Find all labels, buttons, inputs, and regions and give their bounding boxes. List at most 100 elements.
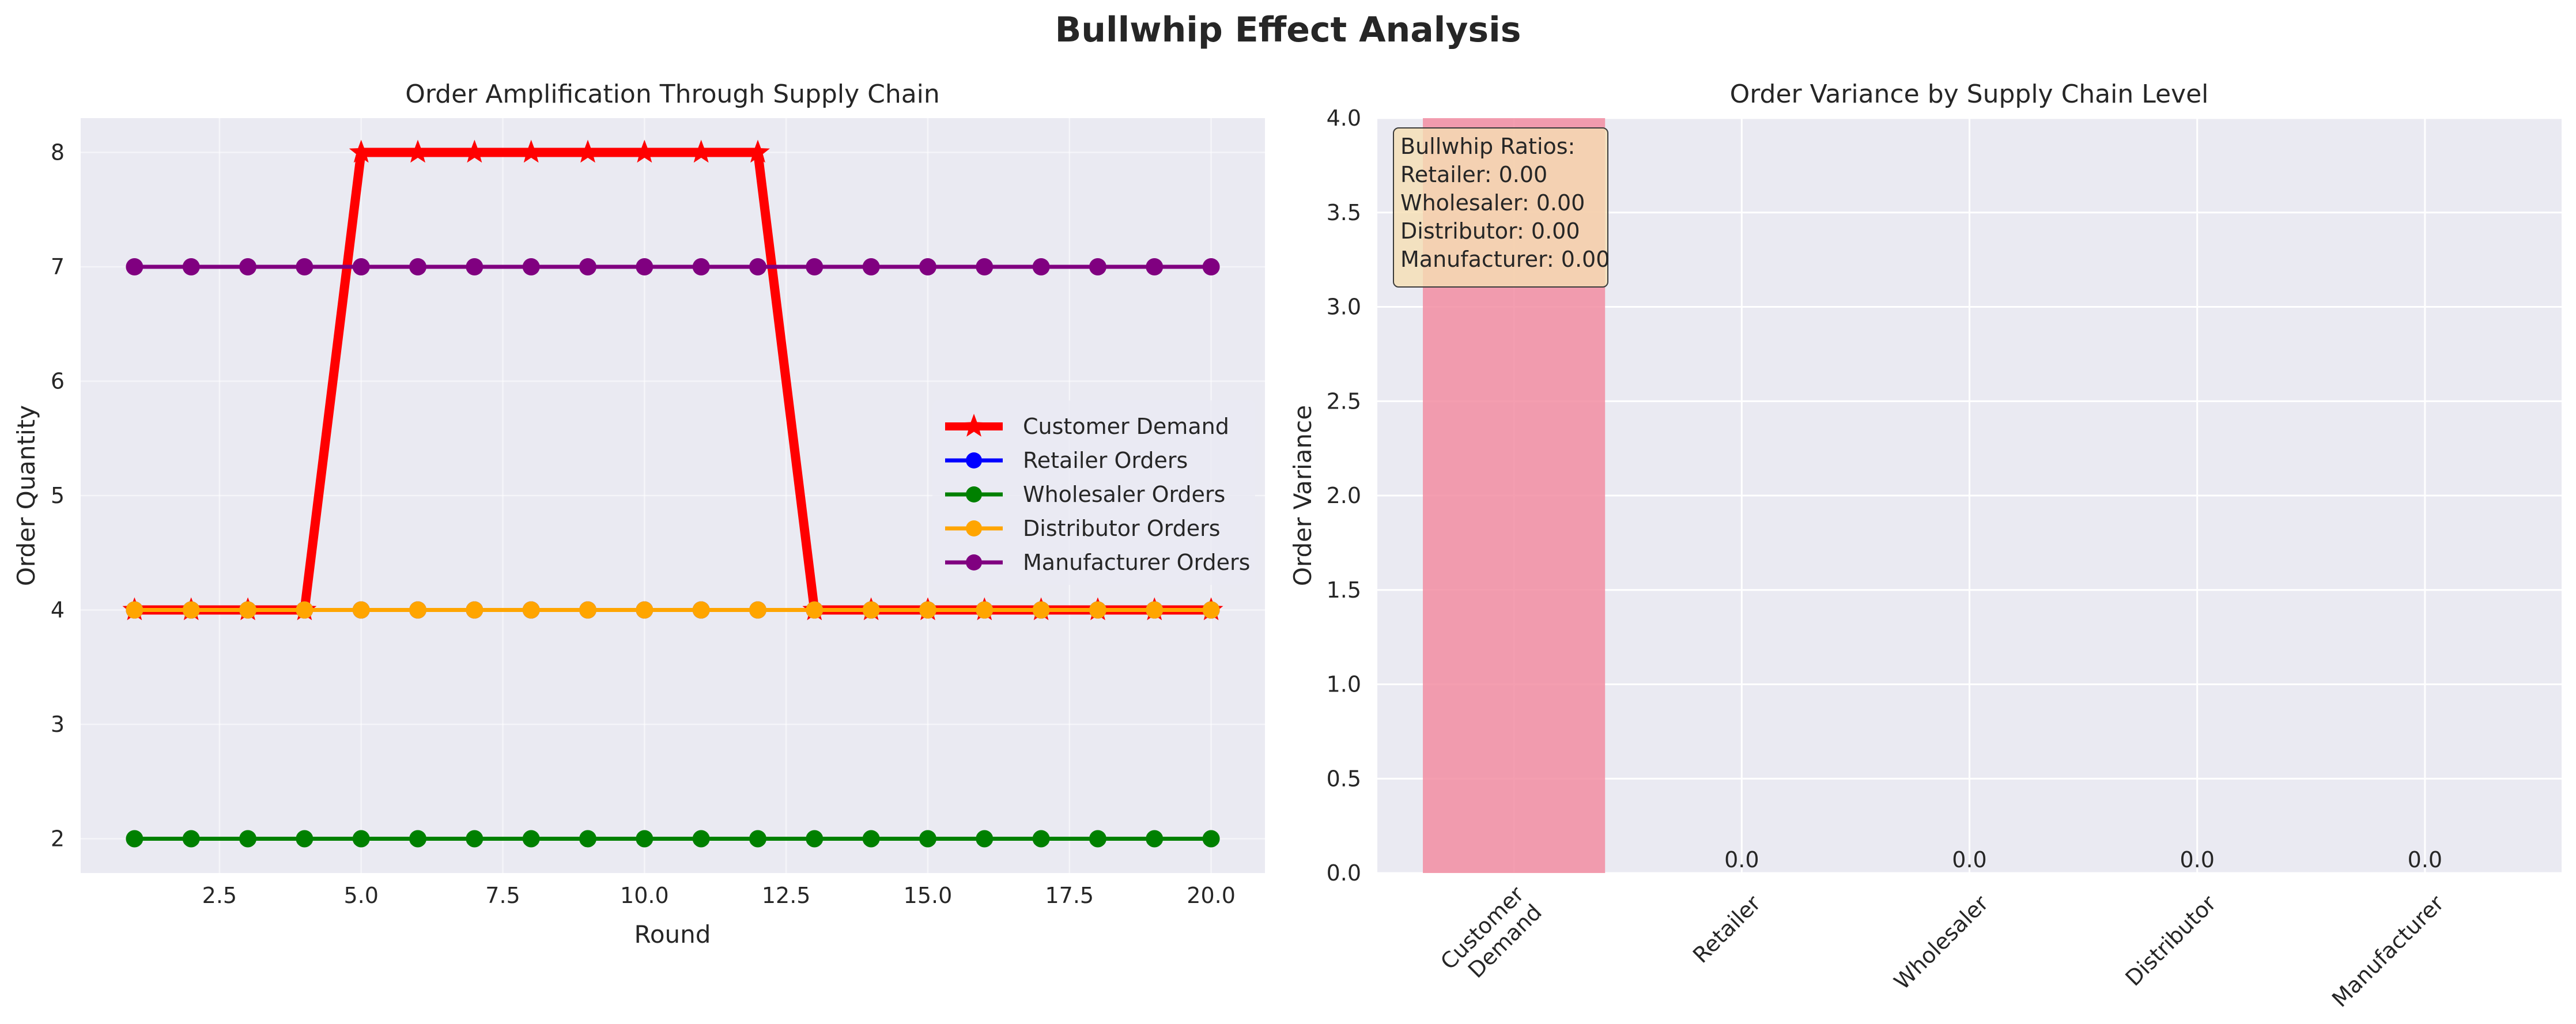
data-point [239, 601, 257, 619]
bar-value-label: 0.0 [2408, 847, 2442, 872]
data-point [409, 258, 427, 276]
right-x-tick-label: Manufacturer [2327, 890, 2449, 1012]
data-point [689, 139, 713, 163]
right-chart: 0.0 0.0 0.0 0.0 CustomerDemand Retailer Whole… [1289, 80, 2562, 1012]
data-point [579, 601, 597, 619]
data-point [919, 830, 936, 848]
right-chart-title: Order Variance by Supply Chain Level [1730, 80, 2209, 109]
left-x-tick-label: 12.5 [762, 883, 811, 908]
right-x-tick-label: CustomerDemand [1436, 881, 1547, 992]
right-y-tick-label: 2.5 [1327, 388, 1361, 414]
legend-label: Distributor Orders [1023, 516, 1221, 541]
annotation-line: Bullwhip Ratios: [1400, 134, 1575, 159]
data-point [182, 258, 200, 276]
data-point [519, 139, 543, 163]
left-y-tick-label: 5 [51, 483, 65, 508]
data-point [352, 601, 370, 619]
left-y-tick-label: 2 [51, 826, 65, 851]
data-point [1202, 258, 1220, 276]
annotation-line: Distributor: 0.00 [1400, 218, 1580, 244]
data-point [806, 601, 824, 619]
data-point [579, 258, 597, 276]
legend-label: Customer Demand [1023, 414, 1229, 439]
right-y-axis-label: Order Variance [1289, 405, 1317, 586]
data-point [239, 258, 257, 276]
right-y-tick-label: 1.5 [1327, 577, 1361, 603]
left-y-tick-label: 7 [51, 254, 65, 279]
data-point [636, 258, 654, 276]
right-x-tick-label: Distributor [2121, 890, 2222, 991]
legend-marker [966, 520, 982, 536]
data-point [466, 830, 484, 848]
left-x-tick-label: 20.0 [1187, 883, 1236, 908]
data-point [349, 139, 373, 163]
right-y-tick-label: 0.5 [1327, 766, 1361, 791]
data-point [1032, 830, 1050, 848]
data-point [976, 601, 994, 619]
data-point [1202, 830, 1220, 848]
right-y-tick-label: 3.5 [1327, 200, 1361, 225]
bar-value-label: 0.0 [1952, 847, 1986, 872]
left-x-axis-label: Round [634, 920, 711, 949]
data-point [466, 258, 484, 276]
right-y-tick-label: 0.0 [1327, 860, 1361, 886]
bar-value-label: 0.0 [1724, 847, 1759, 872]
legend-label: Manufacturer Orders [1023, 550, 1250, 575]
data-point [632, 139, 657, 163]
data-point [749, 830, 766, 848]
data-point [862, 258, 880, 276]
data-point [522, 258, 540, 276]
right-x-tick-label: Wholesaler [1889, 890, 1993, 995]
left-y-axis-label: Order Quantity [12, 405, 40, 586]
data-point [126, 830, 143, 848]
right-bar-labels: 0.0 0.0 0.0 0.0 [1724, 847, 2442, 872]
data-point [1146, 601, 1164, 619]
annotation-line: Retailer: 0.00 [1400, 162, 1547, 187]
data-point [352, 830, 370, 848]
data-point [749, 258, 766, 276]
data-point [126, 601, 143, 619]
right-y-tick-label: 2.0 [1327, 483, 1361, 508]
left-y-tick-label: 8 [51, 140, 65, 165]
data-point [576, 139, 600, 163]
data-point [462, 139, 487, 163]
legend-marker [966, 452, 982, 468]
data-point [182, 601, 200, 619]
left-y-tick-label: 3 [51, 712, 65, 737]
data-point [1089, 830, 1106, 848]
data-point [919, 258, 936, 276]
left-legend: Customer Demand Retailer Orders Wholesaler… [932, 400, 1255, 585]
data-point [1089, 258, 1106, 276]
data-point [692, 601, 710, 619]
data-point [409, 601, 427, 619]
data-point [406, 139, 430, 163]
left-x-tick-label: 17.5 [1045, 883, 1094, 908]
left-x-tick-labels: 2.5 5.0 7.5 10.0 12.5 15.0 17.5 20.0 [202, 883, 1236, 908]
data-point [522, 601, 540, 619]
left-y-tick-label: 4 [51, 597, 65, 622]
data-point [1089, 601, 1106, 619]
left-y-tick-label: 6 [51, 369, 65, 394]
left-y-tick-labels: 2 3 4 5 6 7 8 [51, 140, 65, 852]
legend-marker [966, 486, 982, 502]
right-y-tick-label: 1.0 [1327, 672, 1361, 697]
data-point [296, 830, 313, 848]
data-point [749, 601, 766, 619]
data-point [1032, 258, 1050, 276]
legend-box [932, 400, 1255, 585]
data-point [806, 258, 824, 276]
legend-marker [966, 554, 982, 570]
data-point [126, 258, 143, 276]
data-point [522, 830, 540, 848]
right-y-tick-label: 4.0 [1327, 105, 1361, 131]
right-y-tick-labels: 0.0 0.5 1.0 1.5 2.0 2.5 3.0 3.5 4.0 [1327, 105, 1361, 886]
legend-marker [962, 414, 986, 437]
data-point [636, 601, 654, 619]
data-point [862, 830, 880, 848]
data-point [692, 258, 710, 276]
left-x-tick-label: 5.0 [343, 883, 378, 908]
data-point [746, 139, 770, 163]
data-point [806, 830, 824, 848]
right-y-tick-label: 3.0 [1327, 294, 1361, 320]
